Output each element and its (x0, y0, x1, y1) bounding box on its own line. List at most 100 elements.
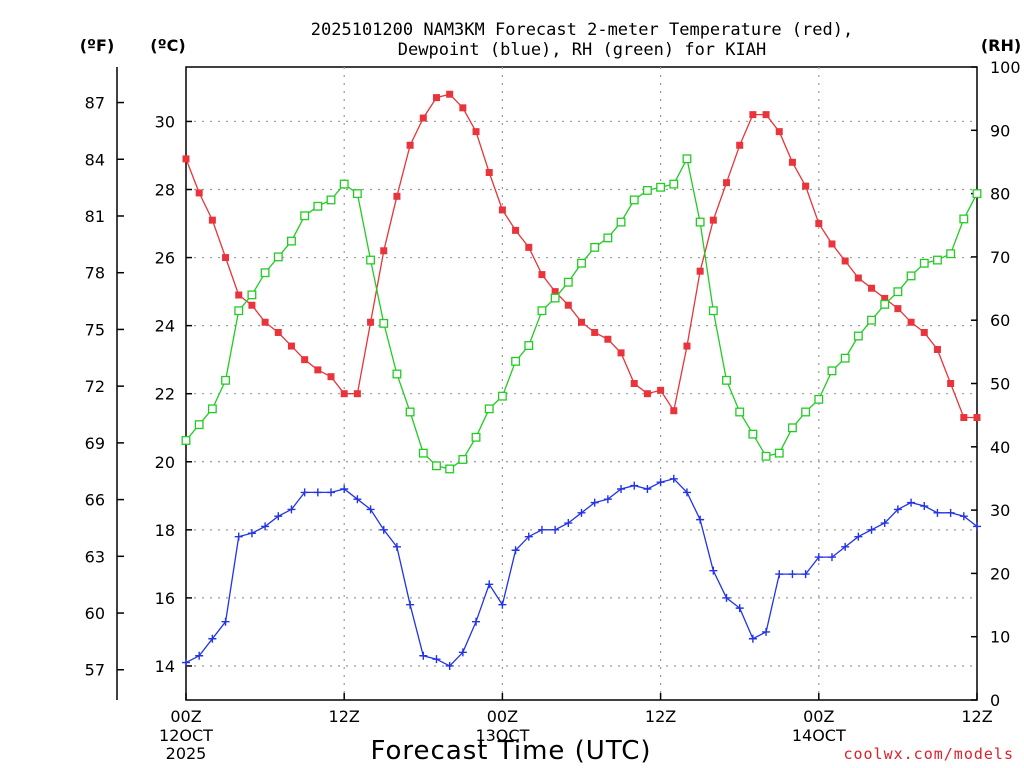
rh-tick-label: 60 (990, 311, 1010, 330)
temperature-point (564, 301, 572, 309)
celsius-tick-label: 26 (155, 249, 175, 268)
rh-point (787, 423, 797, 433)
rh-point (234, 306, 244, 316)
chart-title-line1: 2025101200 NAM3KM Forecast 2-meter Tempe… (311, 20, 853, 40)
rh-point (708, 306, 718, 316)
rh-point (946, 249, 956, 259)
time-tick-date: 14OCT (792, 726, 846, 745)
rh-point (207, 404, 217, 414)
rh-point (814, 394, 824, 404)
rh-tick-label: 80 (990, 185, 1010, 204)
dewpoint-point (485, 580, 494, 589)
dewpoint-point (353, 495, 362, 504)
dewpoint-point (656, 478, 665, 487)
fahrenheit-axis: 57 60 63 66 69 72 75 78 81 84 87 (85, 94, 124, 680)
temperature-point (815, 220, 823, 228)
dewpoint-point (907, 498, 916, 507)
fahrenheit-tick-label: 66 (85, 491, 105, 510)
temperature-point (525, 243, 533, 251)
celsius-tick-label: 28 (155, 181, 175, 200)
temperature-point (459, 104, 467, 112)
dewpoint-point (195, 651, 204, 660)
temperature-point (538, 271, 546, 279)
temperature-point (762, 111, 770, 119)
dewpoint-point (419, 651, 428, 660)
temperature-point (367, 318, 375, 326)
temperature-point (406, 141, 414, 149)
rh-point (458, 455, 468, 464)
temperature-point (485, 169, 493, 176)
dewpoint-point (498, 600, 507, 609)
dewpoint-point (920, 502, 929, 511)
temperature-point (301, 356, 309, 364)
dewpoint-point (537, 525, 546, 534)
dewpoint-point (893, 505, 902, 514)
temperature-point (314, 366, 322, 374)
temperature-point (498, 206, 506, 214)
dewpoint-point (247, 529, 256, 538)
temperature-point (723, 179, 731, 187)
rh-point (313, 201, 323, 211)
rh-tick-label: 40 (990, 438, 1010, 457)
fahrenheit-tick-label: 84 (85, 150, 105, 169)
rh-point (906, 271, 916, 281)
fahrenheit-tick-label: 72 (85, 377, 105, 396)
dewpoint-point (274, 512, 283, 521)
rh-point (471, 432, 481, 442)
temperature-point (933, 345, 941, 353)
temperature-point (274, 328, 282, 336)
temperature-point (868, 284, 876, 292)
rh-point (524, 341, 534, 350)
temperature-point (617, 349, 625, 357)
rh-point (273, 252, 283, 262)
grid-layer (186, 67, 977, 700)
dewpoint-point (577, 508, 586, 517)
temperature-point (472, 128, 480, 136)
temperature-point (643, 390, 651, 398)
dewpoint-point (590, 498, 599, 507)
temperature-point (222, 254, 230, 262)
dewpoint-point (524, 532, 533, 541)
temperature-point (683, 342, 691, 350)
dewpoint-point (801, 570, 810, 579)
rh-point (722, 375, 731, 385)
fahrenheit-tick-label: 63 (85, 547, 105, 566)
rh-point (247, 290, 257, 300)
rh-point (695, 217, 705, 227)
temperature-point (630, 380, 638, 387)
dewpoint-point (775, 570, 784, 579)
temperature-point (841, 257, 849, 265)
rh-point (366, 255, 376, 265)
celsius-tick-label: 16 (155, 589, 175, 608)
rh-point (405, 407, 415, 417)
temperature-point (802, 182, 810, 190)
rh-point (326, 195, 336, 205)
rh-point (590, 242, 600, 252)
dewpoint-point (340, 485, 349, 493)
temperature-point (604, 335, 612, 343)
temperature-point (340, 390, 348, 398)
temperature-point (208, 216, 216, 224)
dewpoint-series (182, 474, 981, 670)
rh-point (840, 353, 850, 363)
rh-point (445, 464, 455, 474)
dewpoint-point (221, 617, 230, 626)
rh-tick-label: 0 (990, 691, 1000, 710)
dewpoint-point (432, 655, 441, 664)
temperature-point (973, 414, 981, 422)
rh-point (893, 287, 903, 297)
temperature-point (195, 189, 203, 197)
dewpoint-point (709, 566, 718, 575)
temperature-point (446, 90, 454, 98)
rh-point (959, 214, 969, 224)
temperature-point (327, 373, 335, 381)
dewpoint-point (669, 474, 678, 483)
fahrenheit-tick-label: 60 (85, 604, 105, 623)
time-tick-year: 2025 (166, 744, 207, 763)
temperature-point (828, 240, 836, 248)
rh-tick-label: 90 (990, 121, 1010, 140)
fahrenheit-tick-label: 87 (85, 94, 105, 113)
time-tick-label: 00Z (170, 707, 201, 726)
rh-point (933, 255, 942, 265)
temperature-point (551, 288, 559, 296)
